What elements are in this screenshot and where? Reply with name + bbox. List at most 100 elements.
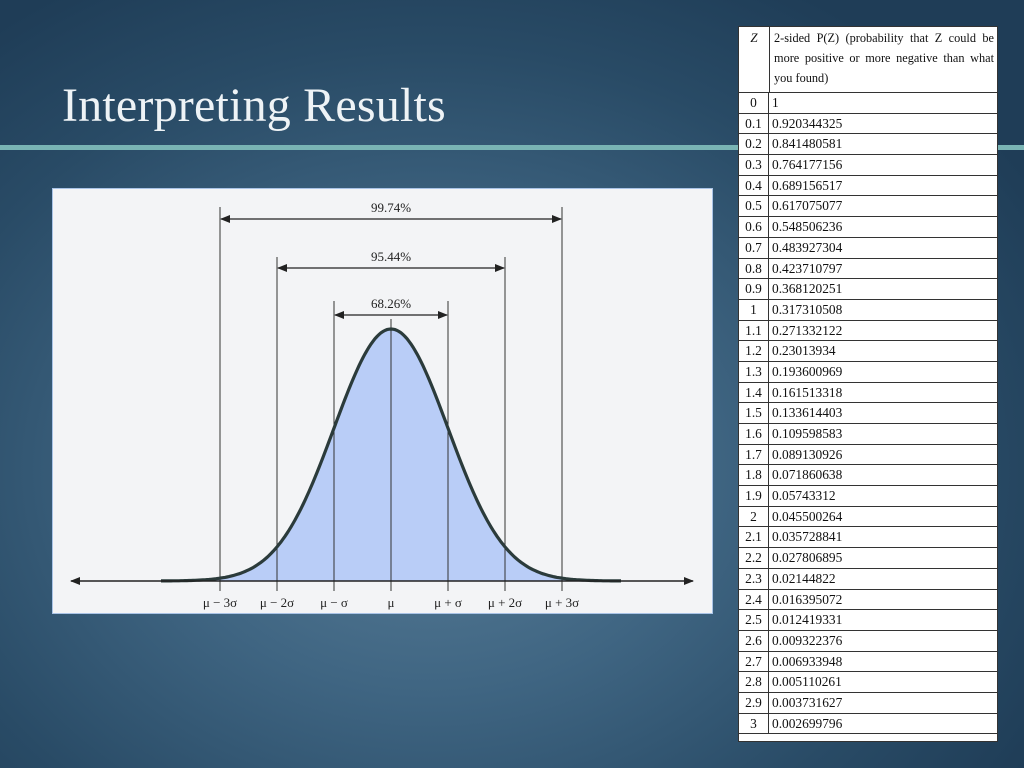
table-row: 1.1 0.271332122 xyxy=(739,320,997,342)
z-value: 1.7 xyxy=(739,444,769,465)
z-value: 2.8 xyxy=(739,672,769,692)
z-value: 1.3 xyxy=(739,361,769,382)
p-value: 0.012419331 xyxy=(772,612,843,628)
p-value: 0.009322376 xyxy=(772,632,843,648)
table-row: 1.9 0.05743312 xyxy=(739,486,997,507)
p-value: 0.317310508 xyxy=(772,301,843,317)
table-row: 2.5 0.012419331 xyxy=(739,610,997,631)
table-row: 2.4 0.016395072 xyxy=(739,589,997,611)
normal-curve-diagram: 99.74% 95.44% 68.26% μ − 3σ μ − 2σ μ − σ μ μ +… xyxy=(70,200,694,610)
axis-sigma-label: μ − σ xyxy=(320,595,348,610)
z-column-header: Z xyxy=(739,27,770,92)
table-row: 1 0.317310508 xyxy=(739,299,997,321)
axis-sigma-label: μ + 3σ xyxy=(545,595,579,610)
table-row: 1.7 0.089130926 xyxy=(739,444,997,466)
z-value: 2.4 xyxy=(739,589,769,610)
bracket-percent-label: 95.44% xyxy=(371,249,411,264)
z-value: 0.6 xyxy=(739,217,769,237)
z-value: 1.2 xyxy=(739,341,769,361)
table-row: 0.8 0.423710797 xyxy=(739,258,997,280)
table-row: 1.4 0.161513318 xyxy=(739,382,997,404)
table-row: 2.6 0.009322376 xyxy=(739,630,997,652)
p-value: 0.617075077 xyxy=(772,198,843,214)
p-value: 0.002699796 xyxy=(772,715,843,731)
z-value: 1.9 xyxy=(739,486,769,506)
normal-curve xyxy=(161,327,621,583)
z-value: 2.6 xyxy=(739,630,769,651)
normal-distribution-figure: 99.74% 95.44% 68.26% μ − 3σ μ − 2σ μ − σ μ μ +… xyxy=(52,188,713,614)
p-value: 0.02144822 xyxy=(772,570,836,586)
bracket-percent-label: 99.74% xyxy=(371,200,411,215)
z-value: 0.4 xyxy=(739,175,769,196)
axis-sigma-label: μ + σ xyxy=(434,595,462,610)
table-row: 0.6 0.548506236 xyxy=(739,217,997,238)
table-row: 3 0.002699796 xyxy=(739,713,997,735)
z-value: 0 xyxy=(739,93,769,113)
p-value: 0.23013934 xyxy=(772,343,836,359)
p-value: 0.003731627 xyxy=(772,694,843,710)
table-row: 0.9 0.368120251 xyxy=(739,279,997,300)
p-value: 0.005110261 xyxy=(772,674,842,690)
table-row: 1.8 0.071860638 xyxy=(739,465,997,487)
table-row: 2.8 0.005110261 xyxy=(739,672,997,693)
z-value: 2.2 xyxy=(739,548,769,568)
table-row: 0.1 0.920344325 xyxy=(739,113,997,135)
z-value: 2.9 xyxy=(739,692,769,713)
z-value: 1.1 xyxy=(739,320,769,341)
table-row: 1.2 0.23013934 xyxy=(739,341,997,362)
p-value: 0.027806895 xyxy=(772,550,843,566)
p-value: 0.271332122 xyxy=(772,322,843,338)
axis-sigma-label: μ − 2σ xyxy=(260,595,294,610)
table-row: 1.5 0.133614403 xyxy=(739,403,997,424)
p-value: 0.423710797 xyxy=(772,260,843,276)
z-value: 0.5 xyxy=(739,196,769,217)
table-row: 2.1 0.035728841 xyxy=(739,527,997,549)
p-value: 1 xyxy=(772,95,779,110)
p-value: 0.193600969 xyxy=(772,363,843,379)
p-value: 0.071860638 xyxy=(772,467,843,483)
p-value: 0.133614403 xyxy=(772,405,843,421)
table-row: 0.7 0.483927304 xyxy=(739,237,997,259)
p-value: 0.161513318 xyxy=(772,384,843,400)
table-row: 1.3 0.193600969 xyxy=(739,361,997,383)
table-row: 2.9 0.003731627 xyxy=(739,692,997,714)
table-row: 0.2 0.841480581 xyxy=(739,134,997,156)
axis-sigma-label: μ xyxy=(388,595,395,610)
z-value: 1.4 xyxy=(739,382,769,403)
p-value: 0.035728841 xyxy=(772,529,843,545)
z-value: 2.5 xyxy=(739,610,769,630)
p-value: 0.05743312 xyxy=(772,488,836,504)
p-value: 0.689156517 xyxy=(772,177,843,193)
table-row: 2.7 0.006933948 xyxy=(739,651,997,673)
p-value: 0.368120251 xyxy=(772,281,843,297)
table-row: 0.5 0.617075077 xyxy=(739,196,997,218)
title-divider xyxy=(0,145,1024,150)
table-row: 0.4 0.689156517 xyxy=(739,175,997,197)
axis-sigma-label: μ + 2σ xyxy=(488,595,522,610)
p-value: 0.109598583 xyxy=(772,426,843,441)
z-value: 0.7 xyxy=(739,237,769,258)
z-value: 1.5 xyxy=(739,403,769,423)
table-row: 0.3 0.764177156 xyxy=(739,155,997,176)
z-value: 1.8 xyxy=(739,465,769,486)
z-value: 1.6 xyxy=(739,424,769,444)
table-row: 1.6 0.109598583 xyxy=(739,424,997,445)
table-header: Z 2-sided P(Z) (probability that Z could… xyxy=(739,27,997,93)
p-value: 0.920344325 xyxy=(772,115,843,131)
z-value: 3 xyxy=(739,713,769,734)
p-value: 0.548506236 xyxy=(772,219,843,235)
z-value: 1 xyxy=(739,299,769,320)
z-value: 2 xyxy=(739,506,769,527)
table-row: 2 0.045500264 xyxy=(739,506,997,528)
axis-sigma-label: μ − 3σ xyxy=(203,595,237,610)
p-value: 0.016395072 xyxy=(772,591,843,607)
p-value: 0.483927304 xyxy=(772,239,843,255)
z-value: 0.8 xyxy=(739,258,769,279)
z-value: 0.3 xyxy=(739,155,769,175)
z-value: 0.1 xyxy=(739,113,769,134)
table-row: 2.2 0.027806895 xyxy=(739,548,997,569)
z-value: 2.7 xyxy=(739,651,769,672)
bracket-percent-label: 68.26% xyxy=(371,296,411,311)
p-value: 0.006933948 xyxy=(772,653,843,669)
